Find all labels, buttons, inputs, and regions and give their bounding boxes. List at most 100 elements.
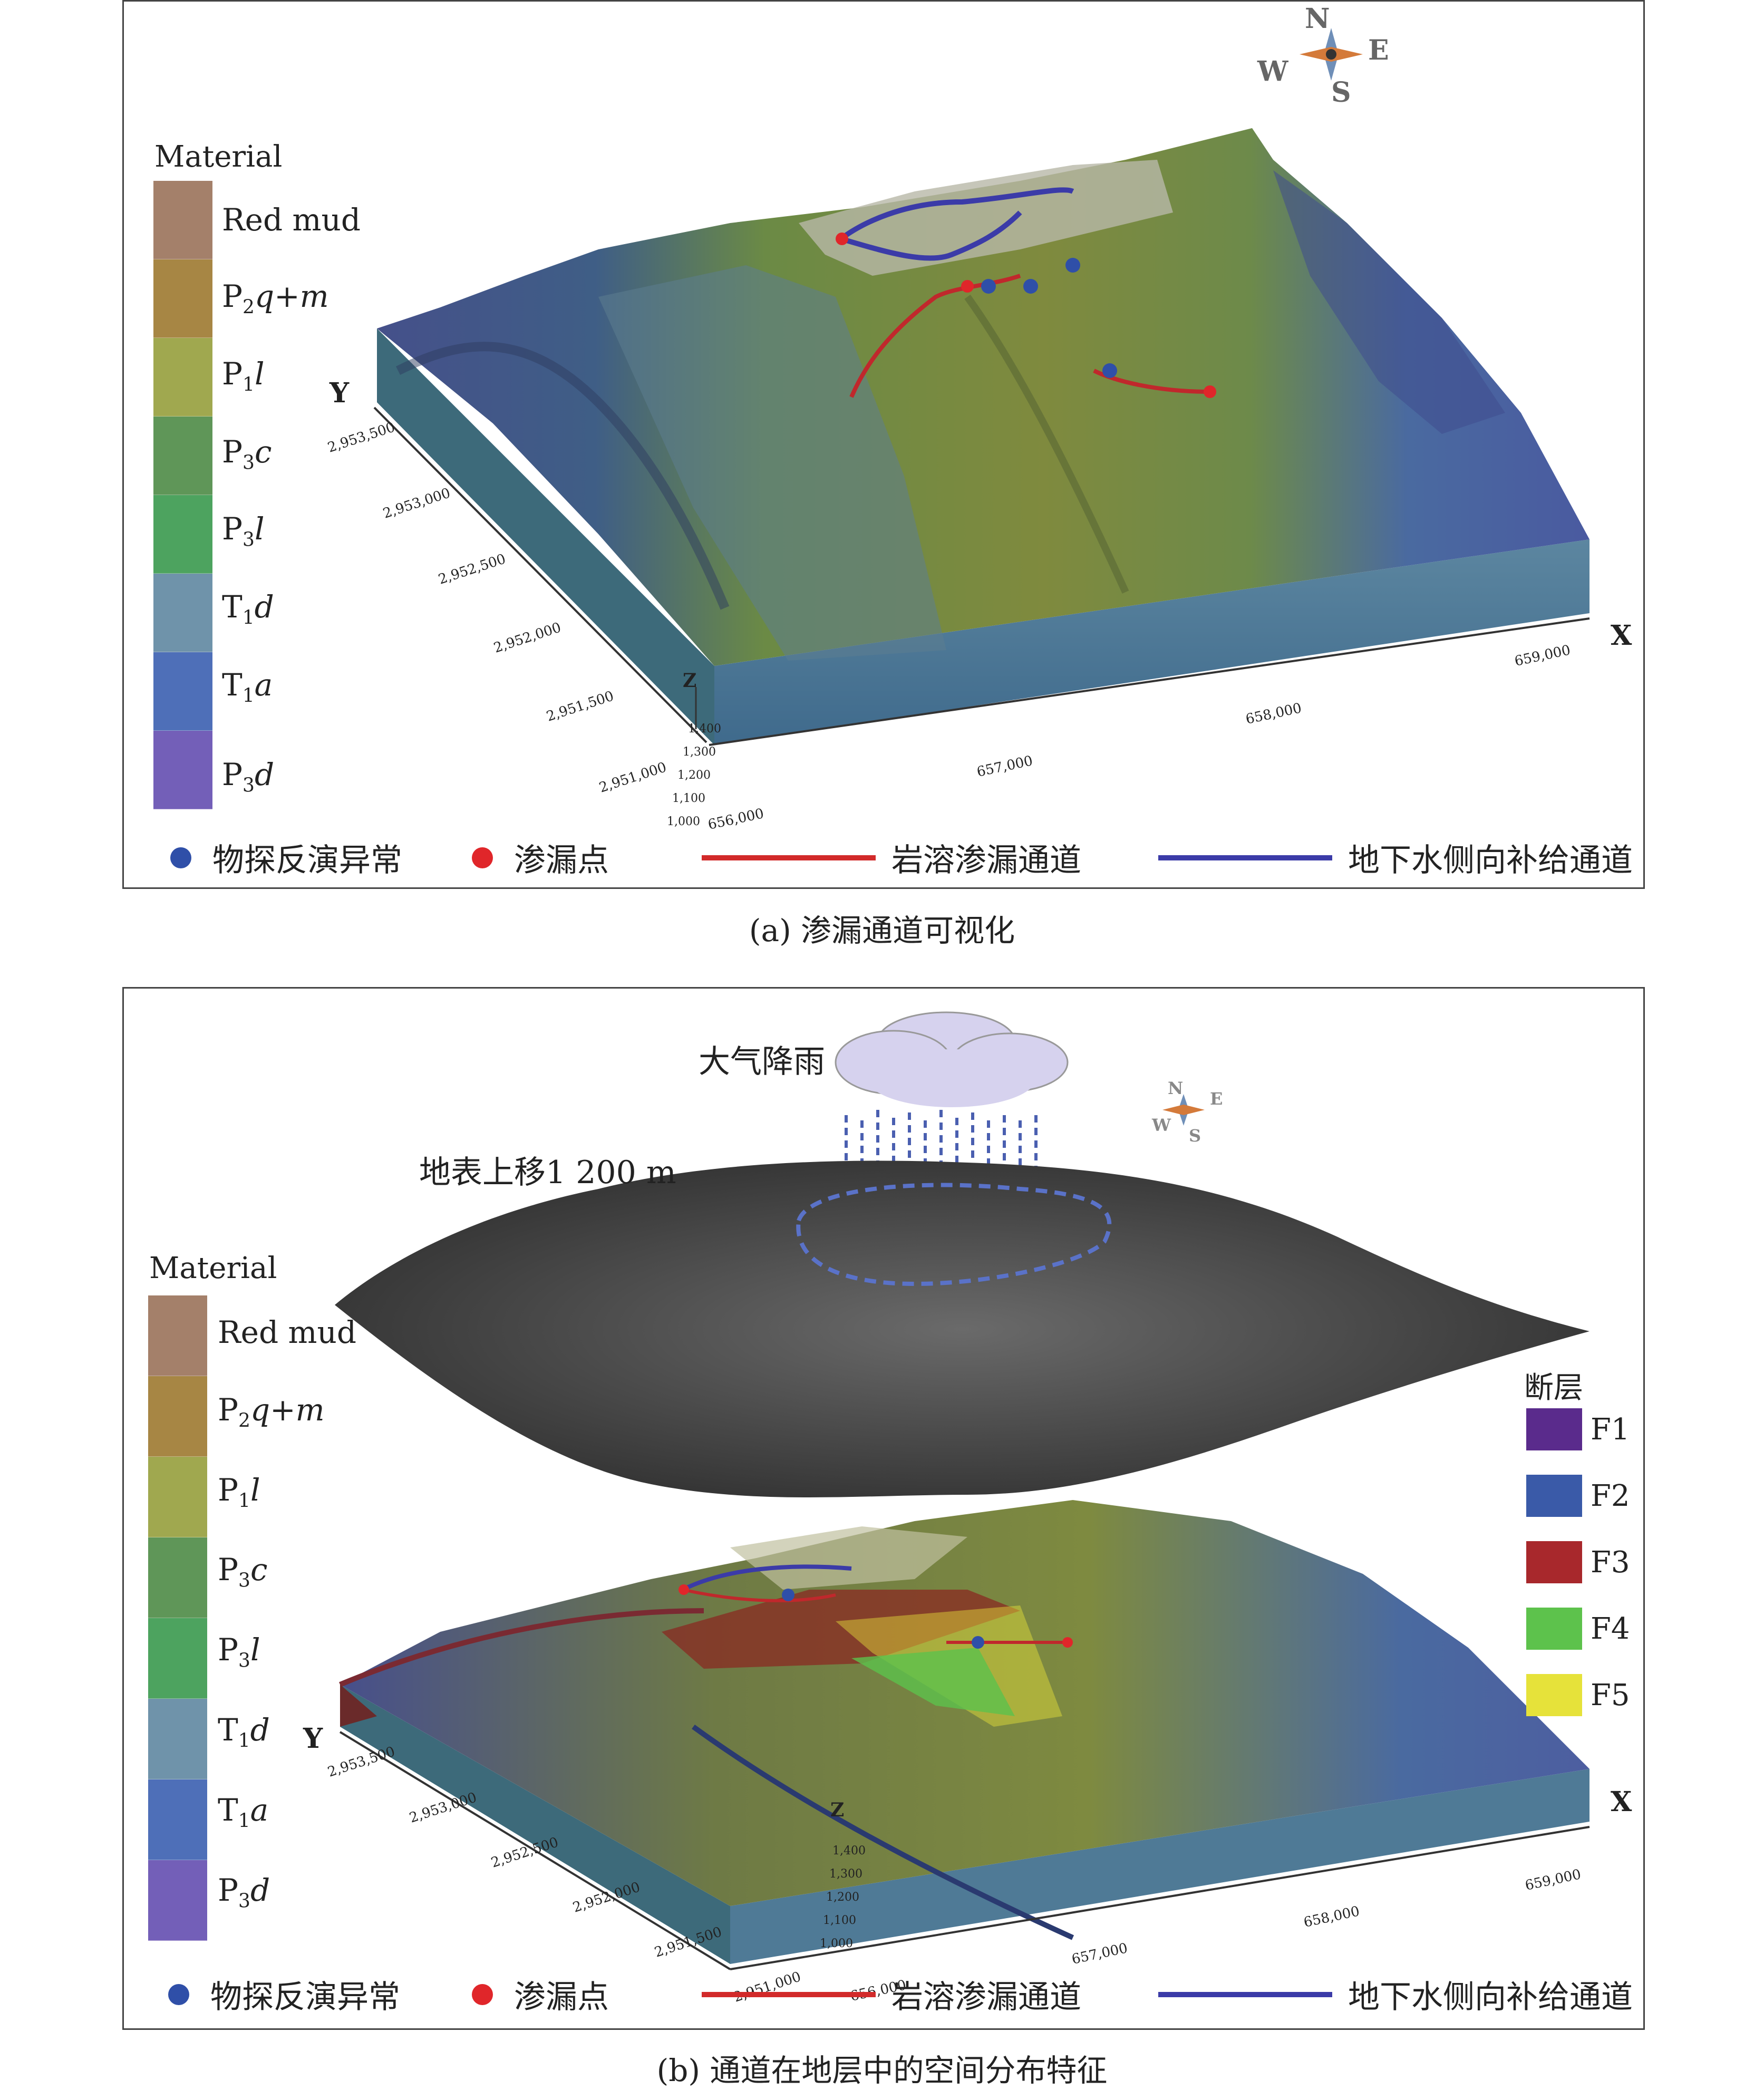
x-tick: 657,000 <box>975 753 1034 780</box>
leakage-point-marker <box>1204 385 1216 398</box>
blue-dot-icon <box>168 1983 189 2005</box>
z-axis-name: Z <box>683 670 696 692</box>
legend-swatch <box>148 1537 207 1618</box>
fault-plane-f4 <box>851 1648 1015 1716</box>
caption-b: (b) 通道在地层中的空间分布特征 <box>656 2053 1108 2088</box>
block-front-side <box>730 1769 1589 1964</box>
fault-trace-f2 <box>692 1724 1074 1940</box>
z-tick: 1,200 <box>677 769 711 782</box>
z-tick: 1,100 <box>823 1914 856 1927</box>
fault-swatch <box>1526 1674 1582 1716</box>
geophysical-anomaly-marker <box>981 279 996 294</box>
legend-label-p3l: P3l <box>222 511 265 551</box>
legend-label-p3d: P3d <box>222 757 275 797</box>
compass-west: W <box>1151 1115 1171 1135</box>
groundwater-channel <box>682 1564 852 1592</box>
compass-east: E <box>1210 1089 1223 1109</box>
leakage-point-marker <box>679 1584 689 1595</box>
legend-swatch <box>148 1376 207 1457</box>
z-tick: 1,400 <box>832 1844 866 1857</box>
x-tick: 658,000 <box>1302 1903 1361 1931</box>
geophysical-anomaly-marker <box>782 1589 794 1601</box>
leakage-point-marker <box>961 280 974 293</box>
fault-swatch <box>1526 1475 1582 1517</box>
legend-label-t1a: T1a <box>222 667 273 707</box>
block-left-side <box>377 328 714 745</box>
legend-label-red-mud: Red mud <box>218 1314 357 1350</box>
legend-label-t1d: T1d <box>218 1712 270 1752</box>
fault-swatch <box>1526 1408 1582 1450</box>
y-tick: 2,953,000 <box>381 485 452 521</box>
y-tick: 2,951,000 <box>597 759 668 796</box>
red-mud-area <box>799 160 1173 276</box>
karst-leakage-channel <box>1093 369 1210 394</box>
material-legend-a <box>153 181 212 809</box>
y-tick: 2,951,500 <box>545 688 616 724</box>
compass-east: E <box>1368 34 1389 66</box>
fault-trace-f3 <box>339 1608 704 1687</box>
groundwater-channel <box>839 187 1074 241</box>
y-axis-name: Y <box>303 1723 323 1755</box>
legend-swatch <box>153 495 212 574</box>
karst-leakage-channel <box>682 1588 836 1602</box>
panel-b: W E N S Y X Z 2,953,500 <box>122 987 1645 2030</box>
block-front-side <box>714 539 1589 745</box>
legend-label-p3c: P3c <box>222 434 272 474</box>
blue-line-icon <box>1158 855 1332 860</box>
x-tick: 659,000 <box>1513 642 1572 670</box>
y-axis-name: Y <box>329 377 350 409</box>
legend-label-p1l: P1l <box>218 1472 260 1512</box>
fault-swatch <box>1526 1608 1582 1650</box>
x-tick: 657,000 <box>1070 1940 1129 1968</box>
red-line-icon <box>702 855 876 860</box>
fault-plane-f3 <box>662 1590 1020 1669</box>
leakage-point-marker <box>836 233 848 245</box>
fault-label: F5 <box>1591 1678 1630 1712</box>
y-tick: 2,952,500 <box>437 551 508 587</box>
rain-cloud-icon <box>835 1011 1069 1107</box>
block-left-side <box>340 1685 730 1964</box>
legend-label-p2qm: P2q+m <box>222 278 329 318</box>
terrain-3d-model-a: Y X Z 2,953,500 2,953,000 2,952,500 2,95… <box>326 3 1632 833</box>
strata-band-east <box>1273 170 1505 434</box>
geophysical-anomaly-marker <box>1023 279 1038 294</box>
material-legend-title: Material <box>149 1251 277 1285</box>
rainfall-label: 大气降雨 <box>699 1043 825 1080</box>
z-tick: 1,000 <box>667 815 700 828</box>
legend-label-t1d: T1d <box>222 589 274 629</box>
compass-north: N <box>1168 1078 1183 1098</box>
compass-south: S <box>1331 76 1351 109</box>
raised-ground-surface <box>335 1160 1589 1497</box>
z-tick: 1,100 <box>672 792 705 805</box>
panel-a: Y X Z 2,953,500 2,953,000 2,952,500 2,95… <box>122 0 1645 889</box>
legend-swatch <box>153 652 212 731</box>
fault-swatch <box>1526 1541 1582 1583</box>
z-tick: 1,000 <box>820 1937 853 1950</box>
legend-item-groundwater-channel: 地下水侧向补给通道 <box>1158 1971 1633 2017</box>
legend-swatch <box>148 1779 207 1860</box>
fault-label: F4 <box>1591 1612 1630 1646</box>
legend-item-leakage-point: 渗漏点 <box>472 1971 609 2017</box>
ridge-line <box>395 342 730 610</box>
fault-label: F2 <box>1591 1479 1630 1513</box>
legend-item-karst-channel: 岩溶渗漏通道 <box>702 835 1081 880</box>
blue-dot-icon <box>170 847 191 868</box>
legend-label-t1a: T1a <box>218 1792 269 1832</box>
legend-label-p3c: P3c <box>218 1552 268 1592</box>
x-tick: 658,000 <box>1244 700 1303 728</box>
red-mud-area <box>730 1526 967 1590</box>
y-axis-line <box>339 1731 731 1970</box>
valley-line <box>964 294 1129 594</box>
legend-swatch <box>148 1295 207 1376</box>
legend-item-anomaly: 物探反演异常 <box>170 835 402 880</box>
x-axis-name: X <box>1611 1786 1632 1818</box>
terrain-3d-model-b: W E N S Y X Z 2,953,500 <box>303 1011 1632 2006</box>
legend-label-p3l: P3l <box>218 1632 260 1672</box>
blue-line-icon <box>1158 1991 1332 1997</box>
strata-band-west <box>598 265 946 661</box>
leakage-point-marker <box>1062 1637 1073 1648</box>
legend-label-red-mud: Red mud <box>222 202 361 238</box>
legend-label-p1l: P1l <box>222 356 265 396</box>
y-tick: 2,952,000 <box>492 620 563 656</box>
legend-swatch <box>153 417 212 495</box>
